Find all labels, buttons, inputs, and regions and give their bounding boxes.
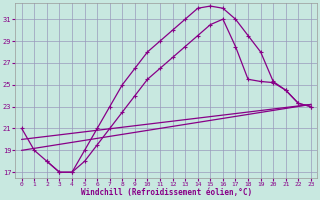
X-axis label: Windchill (Refroidissement éolien,°C): Windchill (Refroidissement éolien,°C) (81, 188, 252, 197)
